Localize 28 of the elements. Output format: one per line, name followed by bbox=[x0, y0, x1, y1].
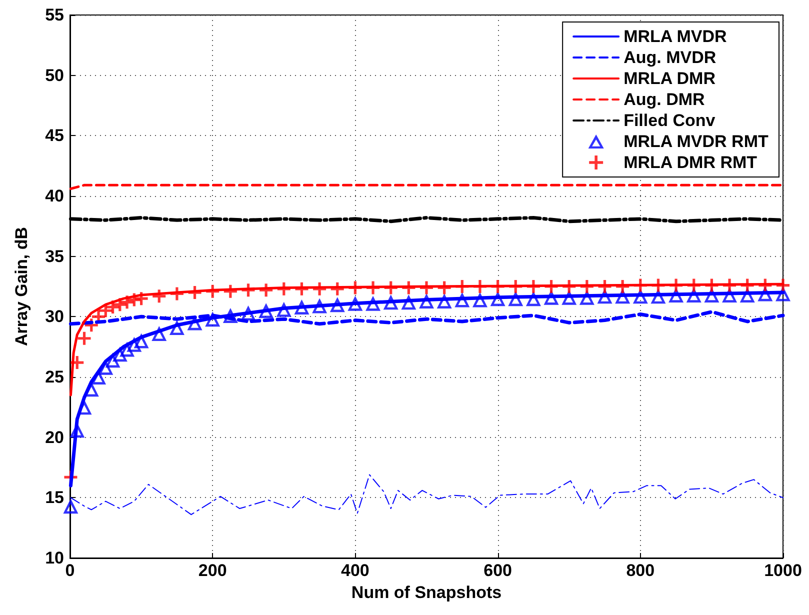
point bbox=[70, 356, 84, 370]
y-tick-label: 50 bbox=[45, 66, 64, 85]
y-tick-label: 10 bbox=[45, 548, 64, 568]
x-tick-label: 1000 bbox=[764, 561, 802, 580]
x-axis-title: Num of Snapshots bbox=[351, 582, 502, 602]
y-tick-label: 40 bbox=[45, 186, 64, 206]
x-tick-label: 600 bbox=[484, 561, 512, 580]
y-tick-label: 30 bbox=[45, 307, 64, 326]
y-tick-label: 55 bbox=[45, 6, 64, 24]
y-axis-title: Array Gain, dB bbox=[12, 226, 31, 346]
y-tick-label: 45 bbox=[45, 126, 64, 146]
point bbox=[63, 498, 78, 514]
x-tick-label: 400 bbox=[341, 561, 370, 580]
legend-label: MRLA DMR bbox=[624, 69, 716, 88]
y-tick-label: 35 bbox=[45, 246, 64, 266]
legend-label: MRLA MVDR RMT bbox=[624, 132, 769, 151]
y-tick-label: 25 bbox=[45, 368, 64, 386]
legend-label: Aug. MVDR bbox=[624, 48, 716, 67]
legend-label: Aug. DMR bbox=[624, 90, 705, 109]
x-tick-label: 200 bbox=[198, 561, 227, 580]
x-tick-label: 800 bbox=[626, 561, 655, 580]
x-tick-label: 0 bbox=[65, 561, 75, 580]
y-tick-label: 15 bbox=[45, 488, 64, 508]
legend-label: Filled Conv bbox=[624, 111, 716, 130]
y-tick-label: 20 bbox=[45, 428, 64, 447]
point bbox=[78, 332, 91, 345]
legend-label: MRLA MVDR bbox=[624, 27, 727, 46]
legend-label: MRLA DMR RMT bbox=[624, 153, 758, 172]
